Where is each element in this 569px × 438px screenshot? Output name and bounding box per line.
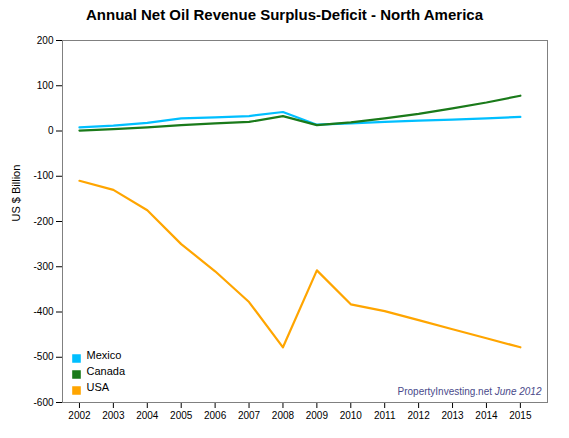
svg-text:2004: 2004 [136, 410, 159, 421]
svg-text:PropertyInvesting.net: PropertyInvesting.net [398, 386, 493, 397]
svg-text:June 2012: June 2012 [492, 386, 542, 397]
svg-text:USA: USA [87, 381, 110, 393]
svg-text:2015: 2015 [509, 410, 532, 421]
svg-text:2013: 2013 [441, 410, 464, 421]
svg-text:2009: 2009 [306, 410, 329, 421]
svg-text:Canada: Canada [87, 365, 126, 377]
svg-text:2011: 2011 [374, 410, 396, 421]
svg-text:2012: 2012 [407, 410, 430, 421]
svg-text:-300: -300 [33, 261, 53, 272]
svg-text:Mexico: Mexico [87, 349, 122, 361]
svg-text:2007: 2007 [238, 410, 261, 421]
svg-text:2003: 2003 [102, 410, 125, 421]
svg-text:-400: -400 [33, 306, 53, 317]
svg-text:2014: 2014 [475, 410, 498, 421]
svg-text:-200: -200 [33, 216, 53, 227]
svg-text:-500: -500 [33, 351, 53, 362]
svg-text:US $ Billion: US $ Billion [10, 165, 22, 222]
svg-text:2008: 2008 [272, 410, 295, 421]
svg-text:2002: 2002 [68, 410, 91, 421]
svg-text:-100: -100 [33, 170, 53, 181]
svg-text:2005: 2005 [170, 410, 193, 421]
html-text:Annual Net Oil Revenue Surplus: Annual Net Oil Revenue Surplus-Deficit -… [86, 6, 483, 23]
svg-text:200: 200 [37, 35, 54, 46]
svg-text:-600: -600 [33, 397, 53, 408]
svg-text:2006: 2006 [204, 410, 227, 421]
svg-text:100: 100 [37, 80, 54, 91]
svg-text:2010: 2010 [340, 410, 363, 421]
svg-text:0: 0 [48, 125, 54, 136]
